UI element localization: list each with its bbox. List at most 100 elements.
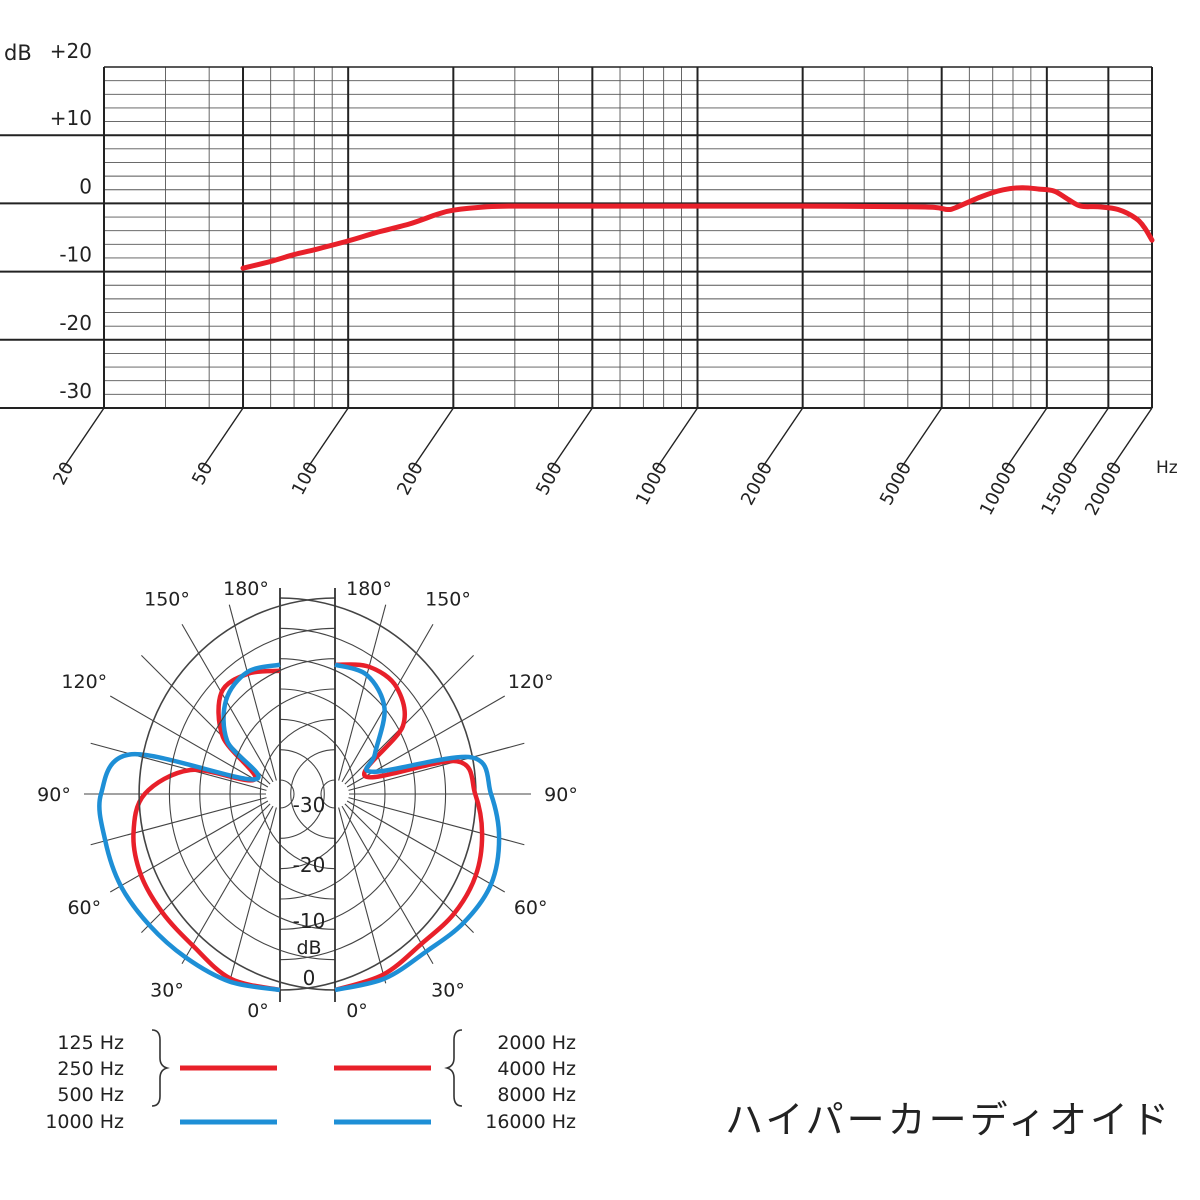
fr-y-tick-label: -20	[59, 311, 92, 335]
polar-angle-label: 90°	[544, 784, 578, 806]
polar-angle-label: 30°	[150, 980, 184, 1002]
fr-x-tick-label: 2000	[737, 458, 777, 508]
polar-ring	[168, 627, 336, 961]
fr-x-tick-mark	[1109, 407, 1153, 471]
fr-x-tick-label: 5000	[876, 458, 916, 508]
polar-db-unit: dB	[296, 937, 321, 959]
polar-db-label: 0	[303, 966, 316, 990]
legend-label: 250 Hz	[57, 1058, 124, 1080]
polar-spoke	[228, 807, 277, 984]
polar-spoke	[348, 742, 525, 791]
polar-spoke	[90, 797, 267, 846]
fr-x-unit: Hz	[1156, 458, 1178, 478]
polar-series-line	[334, 662, 502, 993]
polar-pattern-chart: 0° 30° 60° 90° 120° 150° 180° 0° 30° 60° 90° 120° 15…	[37, 578, 578, 1022]
polar-spoke	[90, 742, 267, 791]
fr-y-unit: dB	[4, 41, 32, 65]
frequency-response-chart: +20 +10 0 -10 -20 -30 20 50 100 200 500 1000 2000 50…	[0, 39, 1178, 519]
legend-brace-right	[444, 1029, 463, 1107]
polar-spoke	[341, 623, 434, 783]
fr-x-tick-label: 15000	[1037, 458, 1082, 518]
polar-spoke	[338, 807, 387, 984]
polar-spoke	[344, 655, 474, 785]
fr-x-tick-label: 1000	[632, 458, 672, 508]
fr-x-tick-mark	[410, 407, 454, 471]
legend-label: 1000 Hz	[45, 1111, 124, 1133]
fr-x-tick-mark	[760, 407, 804, 471]
polar-spoke	[228, 604, 277, 781]
polar-angle-label: 120°	[61, 671, 107, 693]
polar-left-half	[84, 588, 477, 1002]
fr-x-tick-label: 50	[188, 458, 217, 488]
polar-db-label: -30	[293, 793, 326, 817]
legend-label: 4000 Hz	[497, 1058, 576, 1080]
polar-spoke	[346, 800, 506, 893]
fr-y-tick-label: +10	[50, 106, 92, 130]
fr-y-tick-label: -10	[59, 243, 92, 267]
polar-right-half	[138, 588, 531, 1002]
fr-x-tick-label: 500	[532, 458, 567, 498]
legend-label: 125 Hz	[57, 1032, 124, 1054]
polar-angle-label: 180°	[346, 578, 392, 600]
fr-x-tick-label: 100	[288, 458, 323, 498]
fr-x-tick-mark	[1004, 407, 1048, 471]
legend-label: 2000 Hz	[497, 1032, 576, 1054]
fr-x-tick-mark	[549, 407, 593, 471]
polar-angle-label: 30°	[431, 980, 465, 1002]
fr-x-tick-label: 20000	[1081, 458, 1126, 518]
polar-angle-label: 60°	[514, 897, 548, 919]
fr-y-tick-label: -30	[59, 379, 92, 403]
polar-spoke	[348, 797, 525, 846]
polar-spoke	[338, 604, 387, 781]
polar-spoke	[181, 805, 274, 965]
legend-label: 500 Hz	[57, 1084, 124, 1106]
fr-grid-minor	[103, 67, 1153, 408]
fr-x-tick-label: 20	[49, 458, 78, 488]
polar-ring	[279, 749, 325, 839]
polar-angle-label: 150°	[144, 588, 190, 610]
polar-ring	[279, 779, 295, 809]
polar-angle-label: 90°	[37, 784, 71, 806]
polar-db-label: -20	[293, 853, 326, 877]
fr-grid-major	[0, 66, 1153, 409]
fr-series-line	[240, 185, 1155, 271]
fr-x-tick-mark	[899, 407, 943, 471]
polar-angle-label: 0°	[346, 1000, 368, 1022]
fr-y-tick-label: 0	[79, 174, 92, 198]
pattern-caption: ハイパーカーディオイド	[725, 1098, 1172, 1142]
polar-angle-label: 60°	[67, 897, 101, 919]
polar-spoke	[341, 805, 434, 965]
fr-x-tick-mark	[305, 407, 349, 471]
polar-series-line	[334, 662, 485, 993]
legend-brace-left	[151, 1029, 170, 1107]
fr-x-tick-mark	[200, 407, 244, 471]
fr-x-tick-label: 10000	[976, 458, 1021, 518]
polar-spoke	[109, 800, 269, 893]
polar-spoke	[109, 695, 269, 788]
fr-x-tick-mark	[61, 407, 105, 471]
fr-x-tick-mark	[1065, 407, 1109, 471]
polar-db-label: -10	[293, 909, 326, 933]
polar-series-line	[97, 662, 281, 993]
legend-left-group: 125 Hz 250 Hz 500 Hz 1000 Hz	[45, 1029, 277, 1133]
polar-angle-label: 180°	[223, 578, 269, 600]
polar-ring	[138, 597, 336, 991]
polar-angle-label: 150°	[425, 588, 471, 610]
polar-angle-label: 120°	[508, 671, 554, 693]
fr-series	[240, 185, 1155, 271]
fr-y-tick-labels: +20 +10 0 -10 -20 -30	[50, 39, 92, 403]
polar-ring	[229, 688, 336, 900]
polar-series-line	[131, 668, 281, 993]
polar-ring	[320, 779, 336, 809]
legend-right-group: 2000 Hz 4000 Hz 8000 Hz 16000 Hz	[334, 1029, 576, 1133]
polar-spoke	[344, 803, 474, 933]
polar-ring	[199, 658, 336, 930]
polar-ring	[290, 749, 336, 839]
legend: 125 Hz 250 Hz 500 Hz 1000 Hz 2000 Hz 400…	[45, 1029, 576, 1133]
fr-y-tick-label: +20	[50, 39, 92, 63]
fr-x-tick-label: 200	[393, 458, 428, 498]
legend-label: 16000 Hz	[485, 1111, 576, 1133]
fr-x-tick-mark	[654, 407, 699, 471]
